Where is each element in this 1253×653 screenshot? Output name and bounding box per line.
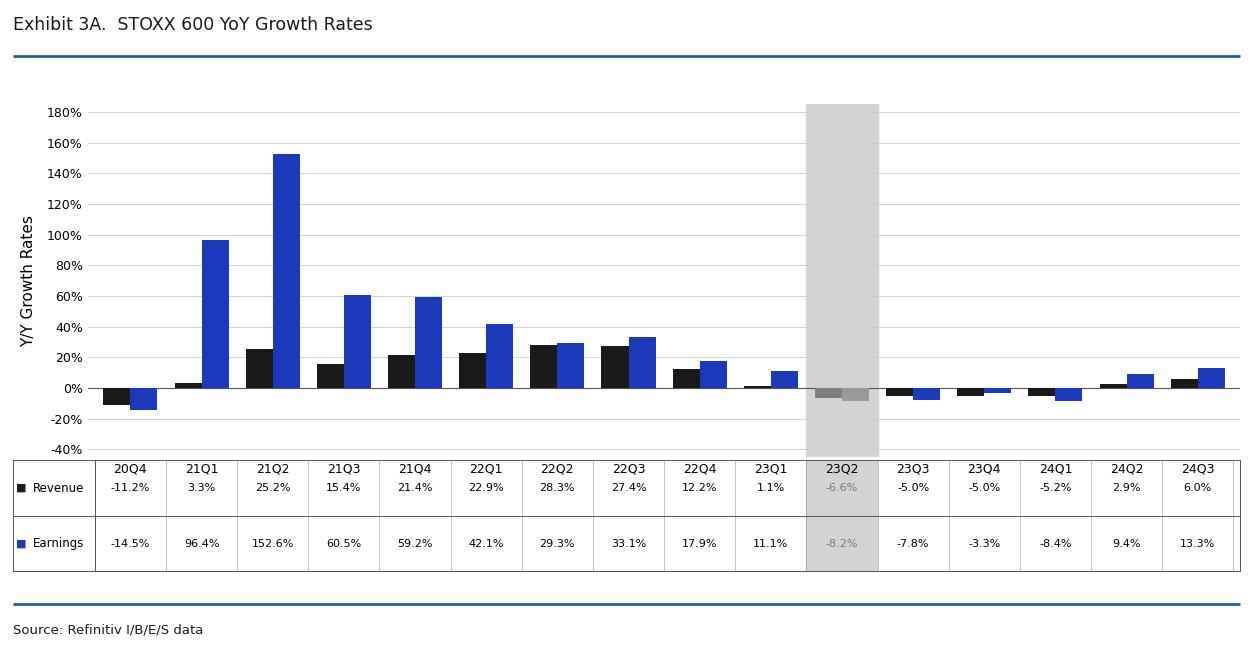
Bar [273,154,299,388]
Bar [246,349,273,388]
Bar [814,388,842,398]
Bar [530,345,558,388]
Text: 33.1%: 33.1% [611,539,647,549]
Y-axis label: Y/Y Growth Rates: Y/Y Growth Rates [21,215,36,347]
Text: 3.3%: 3.3% [188,483,216,493]
Bar [957,388,985,396]
Bar [103,388,130,406]
Bar [130,388,158,410]
Bar [1055,388,1083,401]
Text: 96.4%: 96.4% [184,539,219,549]
Bar [343,295,371,388]
Bar [673,370,699,388]
Text: -5.0%: -5.0% [897,483,930,493]
Text: 28.3%: 28.3% [540,483,575,493]
Bar [1100,384,1126,388]
Text: 22.9%: 22.9% [469,483,504,493]
Bar [629,338,655,388]
Text: -6.6%: -6.6% [826,483,858,493]
Text: 59.2%: 59.2% [397,539,432,549]
Text: -5.0%: -5.0% [969,483,1000,493]
Bar [486,324,514,388]
Text: ■: ■ [16,483,26,493]
Text: ■: ■ [16,539,26,549]
Text: Exhibit 3A.  STOXX 600 YoY Growth Rates: Exhibit 3A. STOXX 600 YoY Growth Rates [13,16,372,35]
Bar [317,364,343,388]
Text: 15.4%: 15.4% [326,483,362,493]
Bar [771,371,798,388]
Bar [1198,368,1225,388]
Bar [842,388,870,401]
Text: 12.2%: 12.2% [682,483,718,493]
Bar [601,346,629,388]
Bar [985,388,1011,393]
Text: 11.1%: 11.1% [753,539,788,549]
Text: -14.5%: -14.5% [110,539,150,549]
Text: 21.4%: 21.4% [397,483,432,493]
Text: 13.3%: 13.3% [1180,539,1215,549]
Text: 42.1%: 42.1% [469,539,504,549]
Text: 1.1%: 1.1% [757,483,784,493]
Text: 6.0%: 6.0% [1184,483,1212,493]
Text: Revenue: Revenue [33,482,84,494]
Bar [174,383,202,388]
Bar [1126,374,1154,388]
Text: Earnings: Earnings [33,537,84,550]
Text: 17.9%: 17.9% [682,539,718,549]
Bar [415,297,442,388]
Bar [886,388,913,396]
Text: 25.2%: 25.2% [254,483,291,493]
Bar [202,240,228,388]
Bar [558,343,584,388]
Text: 2.9%: 2.9% [1113,483,1141,493]
Text: -3.3%: -3.3% [969,539,1000,549]
Text: Source: Refinitiv I/B/E/S data: Source: Refinitiv I/B/E/S data [13,624,203,637]
Text: 152.6%: 152.6% [252,539,294,549]
Bar [1170,379,1198,388]
Text: -8.2%: -8.2% [826,539,858,549]
Text: 27.4%: 27.4% [610,483,647,493]
Text: -11.2%: -11.2% [110,483,150,493]
Bar [1029,388,1055,396]
Text: -8.4%: -8.4% [1039,539,1071,549]
Bar [744,387,771,388]
Bar [913,388,940,400]
Bar [807,104,877,457]
Text: -7.8%: -7.8% [897,539,930,549]
Text: 29.3%: 29.3% [540,539,575,549]
Bar [459,353,486,388]
Text: -5.2%: -5.2% [1039,483,1071,493]
Bar [699,360,727,388]
Bar [388,355,415,388]
Text: 9.4%: 9.4% [1113,539,1141,549]
Text: 60.5%: 60.5% [326,539,362,549]
